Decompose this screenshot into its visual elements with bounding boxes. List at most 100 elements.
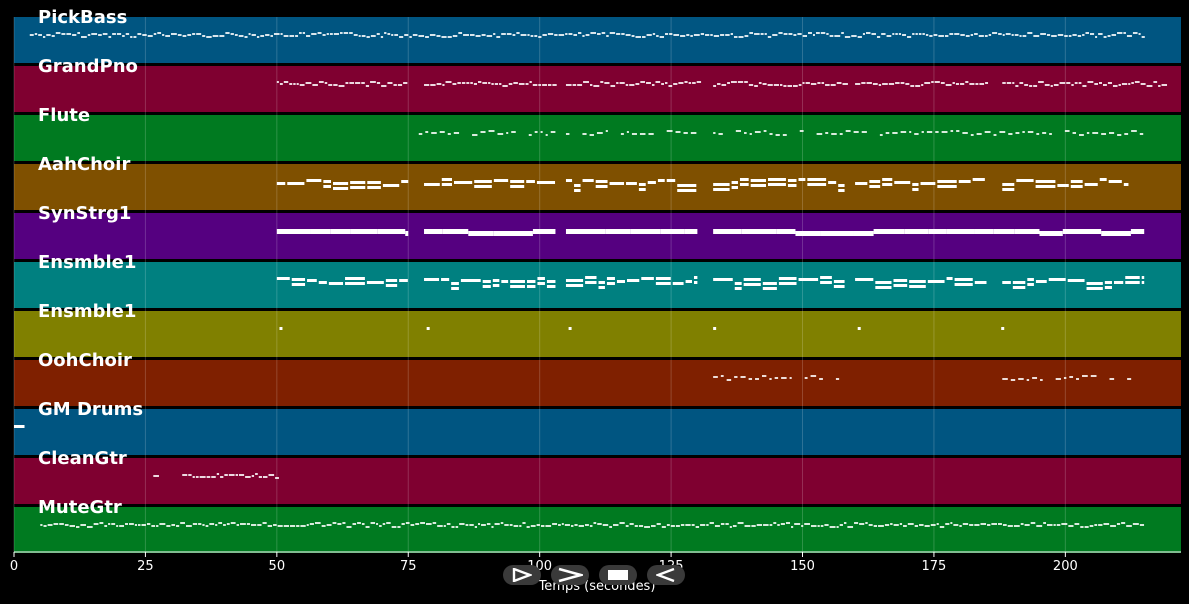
note: [451, 282, 459, 285]
note: [1040, 379, 1043, 381]
note: [828, 181, 837, 184]
x-tick-label: 200: [1052, 559, 1078, 574]
note: [482, 82, 488, 84]
note: [865, 32, 871, 34]
note: [593, 522, 597, 524]
note: [493, 231, 533, 236]
note: [985, 82, 989, 84]
note: [1107, 82, 1112, 84]
note: [795, 231, 821, 236]
note: [869, 185, 881, 188]
note: [793, 85, 798, 87]
note: [1030, 522, 1036, 524]
note: [1040, 33, 1046, 35]
note: [744, 132, 747, 134]
note: [116, 525, 119, 527]
note: [1002, 34, 1005, 36]
note: [480, 131, 486, 133]
note: [1032, 377, 1038, 379]
note: [166, 525, 171, 527]
note: [195, 476, 199, 478]
note: [927, 280, 945, 283]
note: [843, 522, 847, 524]
note: [76, 526, 80, 528]
note: [447, 133, 451, 135]
note: [171, 524, 176, 526]
note: [185, 525, 192, 527]
note: [538, 36, 542, 38]
note: [542, 84, 547, 86]
note: [756, 524, 763, 526]
stop-button[interactable]: [599, 565, 637, 585]
note: [350, 181, 366, 184]
note: [680, 35, 686, 37]
play-button[interactable]: [503, 565, 541, 585]
note: [1158, 85, 1161, 87]
note: [975, 83, 979, 85]
note: [293, 83, 296, 85]
note: [616, 82, 619, 84]
note: [565, 179, 573, 182]
note: [504, 524, 509, 526]
note: [921, 84, 924, 86]
note: [510, 280, 525, 283]
note: [283, 35, 289, 37]
note: [638, 183, 646, 186]
note: [734, 376, 738, 378]
note: [606, 35, 609, 37]
note: [439, 131, 445, 133]
note: [677, 184, 697, 187]
note: [426, 523, 432, 525]
note: [859, 523, 865, 525]
note: [528, 134, 532, 136]
note: [565, 284, 584, 287]
note: [604, 82, 610, 84]
note: [690, 132, 697, 134]
note: [976, 133, 982, 135]
note: [875, 286, 892, 289]
note: [410, 524, 415, 526]
note: [142, 34, 147, 36]
note: [1090, 33, 1095, 35]
forward-button[interactable]: [551, 565, 589, 585]
note: [251, 34, 256, 36]
note: [397, 84, 403, 86]
note: [453, 132, 460, 134]
note: [737, 522, 744, 524]
track-label: PickBass: [38, 7, 128, 28]
note: [582, 179, 594, 182]
note: [337, 523, 342, 525]
note: [656, 35, 659, 37]
note: [743, 278, 761, 281]
note: [664, 82, 668, 84]
note: [572, 84, 577, 86]
note: [984, 131, 991, 133]
rewind-button[interactable]: [647, 565, 685, 585]
note: [307, 279, 317, 282]
note: [675, 525, 680, 527]
note: [713, 376, 718, 378]
note: [1027, 32, 1033, 34]
note: [794, 523, 801, 525]
note: [922, 33, 925, 35]
note: [958, 180, 971, 183]
note: [180, 522, 185, 524]
note: [974, 229, 994, 234]
note: [1072, 132, 1077, 134]
note: [629, 84, 635, 86]
note: [53, 523, 59, 525]
note: [692, 82, 696, 84]
note: [959, 525, 962, 527]
note: [1102, 84, 1107, 86]
note: [589, 525, 593, 527]
note: [821, 82, 825, 84]
note: [798, 84, 802, 86]
note: [291, 278, 306, 281]
note: [1068, 525, 1074, 527]
note: [66, 33, 72, 35]
note: [878, 525, 884, 527]
note: [1132, 32, 1138, 34]
note: [807, 178, 827, 181]
note: [496, 36, 501, 38]
note: [669, 33, 673, 35]
